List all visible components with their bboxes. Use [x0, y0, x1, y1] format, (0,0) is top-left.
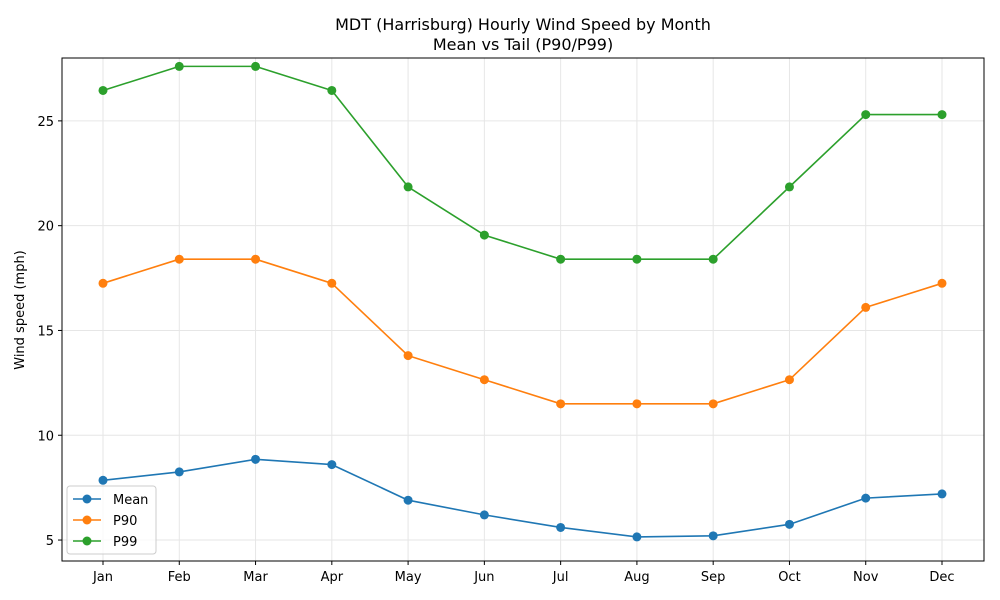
- y-tick-label-20: 20: [37, 220, 54, 235]
- x-tick-label-jun: Jun: [473, 570, 494, 585]
- legend-label-p99: P99: [113, 535, 137, 550]
- data-point-mean-feb: [174, 467, 184, 477]
- series-p99: [98, 61, 947, 264]
- chart-subtitle: Mean vs Tail (P90/P99): [433, 35, 613, 54]
- y-tick-label-25: 25: [37, 115, 54, 130]
- legend-marker-p90: [82, 515, 92, 525]
- x-tick-label-sep: Sep: [701, 570, 726, 585]
- legend-marker-mean: [82, 494, 92, 504]
- data-point-mean-may: [403, 495, 413, 505]
- data-point-p99-jan: [98, 85, 108, 95]
- series-group: [98, 61, 947, 542]
- data-point-p90-feb: [174, 254, 184, 264]
- legend-item-mean: Mean: [73, 493, 148, 508]
- y-tick-label-5: 5: [46, 534, 54, 549]
- x-tick-label-may: May: [395, 570, 422, 585]
- legend-item-p99: P99: [73, 535, 137, 550]
- x-tick-label-feb: Feb: [168, 570, 191, 585]
- data-point-p90-nov: [861, 302, 871, 312]
- data-point-p99-feb: [174, 61, 184, 71]
- data-point-p90-jun: [479, 375, 489, 385]
- data-point-mean-dec: [937, 489, 947, 499]
- data-point-p99-oct: [784, 182, 794, 192]
- y-tick-label-15: 15: [37, 324, 54, 339]
- data-point-mean-jun: [479, 510, 489, 520]
- data-point-p99-apr: [327, 85, 337, 95]
- data-point-p99-sep: [708, 254, 718, 264]
- axis-ticks: Jan Feb Mar Apr May Jun Jul Aug Sep Oct Nov Dec 5 10 1…: [37, 115, 954, 585]
- data-point-p99-jun: [479, 230, 489, 240]
- series-p90: [98, 254, 947, 409]
- data-point-mean-aug: [632, 532, 642, 542]
- data-point-p99-aug: [632, 254, 642, 264]
- data-point-mean-oct: [784, 519, 794, 529]
- x-tick-label-nov: Nov: [853, 570, 879, 585]
- data-point-p90-oct: [784, 375, 794, 385]
- chart-title: MDT (Harrisburg) Hourly Wind Speed by Mo…: [335, 15, 711, 34]
- x-tick-label-apr: Apr: [321, 570, 344, 585]
- x-tick-label-jul: Jul: [552, 570, 569, 585]
- data-point-p90-sep: [708, 399, 718, 409]
- data-point-p90-aug: [632, 399, 642, 409]
- y-axis-label: Wind speed (mph): [13, 250, 28, 370]
- legend-marker-p99: [82, 536, 92, 546]
- data-point-p99-dec: [937, 110, 947, 120]
- x-tick-label-oct: Oct: [778, 570, 800, 585]
- legend-frame: [66, 485, 157, 555]
- data-point-p90-mar: [251, 254, 261, 264]
- data-point-mean-jul: [556, 522, 566, 532]
- x-tick-label-mar: Mar: [243, 570, 268, 585]
- series-line-mean: [102, 458, 943, 538]
- legend-label-mean: Mean: [113, 493, 148, 508]
- series-line-p90: [102, 258, 943, 405]
- data-point-p90-apr: [327, 278, 337, 288]
- data-point-mean-sep: [708, 531, 718, 541]
- data-point-p99-nov: [861, 110, 871, 120]
- y-tick-label-10: 10: [37, 429, 54, 444]
- data-point-p90-dec: [937, 278, 947, 288]
- x-tick-label-jan: Jan: [92, 570, 113, 585]
- data-point-mean-jan: [98, 475, 108, 485]
- plot-area-frame: [61, 57, 985, 562]
- series-mean: [98, 454, 947, 542]
- series-line-p99: [102, 65, 942, 261]
- legend-item-p90: P90: [73, 514, 137, 529]
- data-point-p99-jul: [556, 254, 566, 264]
- x-tick-label-dec: Dec: [929, 570, 954, 585]
- data-point-mean-mar: [251, 454, 261, 464]
- x-tick-label-aug: Aug: [624, 570, 649, 585]
- data-point-p90-jul: [556, 399, 566, 409]
- legend: Mean P90 P99: [66, 485, 157, 555]
- data-point-mean-apr: [327, 460, 337, 470]
- data-point-mean-nov: [861, 493, 871, 503]
- legend-label-p90: P90: [113, 514, 137, 529]
- data-point-p90-jan: [98, 278, 108, 288]
- data-point-p99-may: [403, 182, 413, 192]
- data-point-p90-may: [403, 351, 413, 361]
- data-point-p99-mar: [251, 61, 261, 71]
